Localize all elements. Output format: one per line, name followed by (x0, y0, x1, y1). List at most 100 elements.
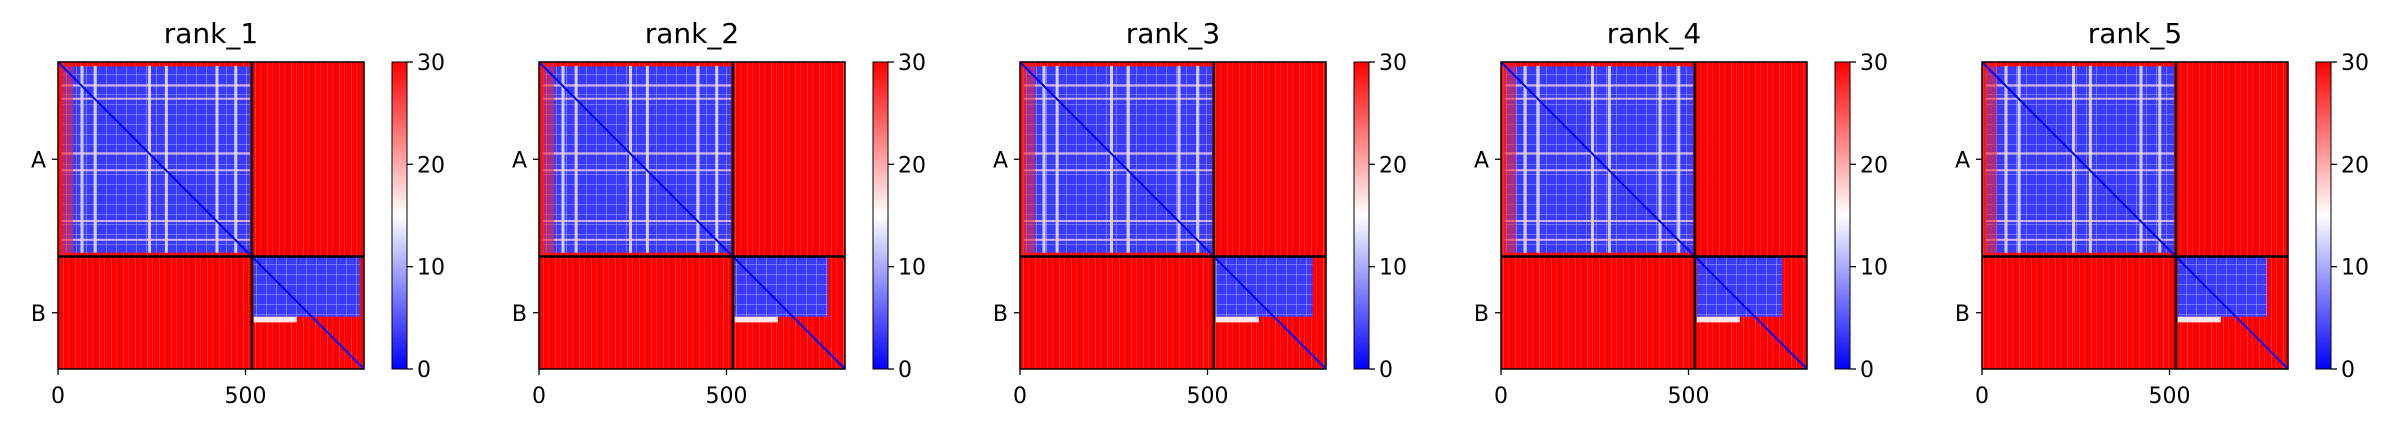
block-A-stripe (1023, 238, 1212, 241)
heatmap-panel-1: rank_1 0 500 A B 0 10 20 30 (31, 17, 445, 409)
diagonal (1981, 61, 2289, 370)
block-A-stripe (1504, 84, 1693, 87)
block-A-stripe (61, 238, 250, 241)
block-A-stripe (1985, 152, 2174, 155)
block-A-stripe (542, 169, 731, 172)
heatmap-panel-2: rank_2 0 500 A B 0 10 20 30 (512, 17, 926, 409)
block-A-stripe (1023, 84, 1212, 87)
x-tick-label: 500 (1187, 384, 1229, 409)
block-A-stripe (148, 65, 151, 253)
block-A-stripe (1504, 169, 1693, 172)
colorbar-tick-label: 0 (1860, 358, 1874, 383)
y-tick-label: B (31, 302, 46, 327)
panel-title: rank_4 (1607, 17, 1701, 50)
x-tick-label: 500 (2149, 384, 2191, 409)
block-A-stripe (1023, 152, 1212, 155)
colorbar (391, 61, 408, 370)
colorbar-tick-label: 10 (2341, 256, 2369, 281)
block-A-stripe (215, 65, 219, 253)
colorbar-tick-label: 20 (1379, 153, 1407, 178)
block-A-stripe (1126, 65, 1130, 253)
x-tick-label: 500 (706, 384, 748, 409)
block-A-stripe (1985, 220, 2174, 223)
colorbar-tick-label: 20 (417, 153, 445, 178)
block-B-B (2177, 257, 2267, 317)
block-A-edge (539, 62, 554, 257)
block-A-edge (1501, 62, 1516, 257)
x-tick-label: 500 (225, 384, 267, 409)
block-A-edge (58, 62, 73, 257)
block-A-stripe (1055, 65, 1059, 253)
colorbar (872, 61, 889, 370)
block-A-stripe (61, 169, 250, 172)
heatmap-panel-4: rank_4 0 500 A B 0 10 20 30 (1474, 17, 1888, 409)
diagonal (1019, 61, 1327, 370)
block-A-stripe (1591, 65, 1594, 253)
block-A-stripe (2139, 65, 2143, 253)
y-tick-label: A (31, 148, 46, 173)
block-A-stripe (1110, 65, 1113, 253)
panel-title: rank_2 (645, 17, 739, 50)
y-tick-label: B (1955, 302, 1970, 327)
block-A-stripe (542, 220, 731, 223)
colorbar-tick-label: 0 (1379, 358, 1393, 383)
colorbar-tick-label: 0 (898, 358, 912, 383)
block-A-stripe (1023, 169, 1212, 172)
colorbar-tick-label: 10 (1379, 256, 1407, 281)
block-A-stripe (1536, 65, 1540, 253)
block-A-stripe (234, 65, 238, 253)
colorbar-tick-label: 10 (417, 256, 445, 281)
block-A-stripe (1523, 65, 1527, 253)
block-A-stripe (2017, 65, 2021, 253)
block-A-stripe (61, 84, 250, 87)
diagonal (1500, 61, 1808, 370)
block-A-stripe (61, 152, 250, 155)
x-tick-label: 0 (1975, 384, 1989, 409)
axes-frame (57, 61, 365, 370)
block-B-stripe (734, 316, 778, 323)
y-tick-label: A (512, 148, 527, 173)
block-A-stripe (80, 65, 84, 253)
y-tick-label: A (1474, 148, 1489, 173)
colorbar-tick-label: 20 (898, 153, 926, 178)
colorbar (2315, 61, 2332, 370)
panel-title: rank_1 (164, 17, 258, 50)
block-A-edge (1020, 62, 1035, 257)
block-A-stripe (1658, 65, 1662, 253)
block-B-stripe (1696, 316, 1740, 323)
panel-title: rank_5 (2088, 17, 2182, 50)
block-A-stripe (645, 65, 649, 253)
block-B-stripe (1215, 316, 1259, 323)
block-B-B (1696, 257, 1783, 317)
block-A-edge (1982, 62, 1997, 257)
block-B-B (253, 257, 361, 317)
block-A-stripe (2158, 65, 2162, 253)
block-A-stripe (1985, 169, 2174, 172)
block-A-stripe (561, 65, 565, 253)
block-A-stripe (1042, 65, 1046, 253)
colorbar-tick-label: 20 (2341, 153, 2369, 178)
block-A-stripe (2088, 65, 2092, 253)
colorbar-tick-label: 20 (1860, 153, 1888, 178)
block-A-stripe (542, 84, 731, 87)
block-A-stripe (574, 65, 578, 253)
block-A-stripe (1985, 84, 2174, 87)
y-tick-label: B (993, 302, 1008, 327)
axes-frame (1981, 61, 2289, 370)
axes-frame (538, 61, 846, 370)
block-A-stripe (61, 220, 250, 223)
diagonal (538, 61, 846, 370)
y-tick-label: B (1474, 302, 1489, 327)
colorbar-tick-label: 0 (417, 358, 431, 383)
block-A-stripe (1607, 65, 1611, 253)
block-A-stripe (2004, 65, 2008, 253)
block-A-stripe (1023, 97, 1212, 100)
colorbar (1834, 61, 1851, 370)
colorbar (1353, 61, 1370, 370)
block-A-stripe (542, 97, 731, 100)
block-A-stripe (1023, 220, 1212, 223)
colorbar-tick-label: 30 (2341, 51, 2369, 76)
block-A-stripe (1985, 97, 2174, 100)
block-A-stripe (1504, 152, 1693, 155)
